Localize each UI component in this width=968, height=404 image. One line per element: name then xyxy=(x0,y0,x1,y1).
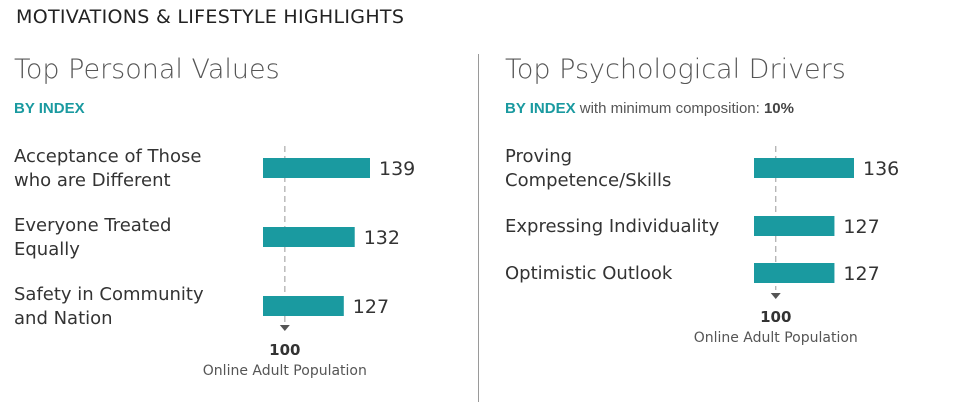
personal-values-panel: Top Personal Values BY INDEX 139 Acceptan… xyxy=(0,0,470,404)
category-label-line: Everyone Treated xyxy=(14,215,171,236)
subtitle-index: BY INDEX xyxy=(505,100,576,117)
panel-divider xyxy=(478,54,479,402)
category-label: Safety in Community and Nation xyxy=(14,284,204,329)
value-label: 127 xyxy=(353,296,389,318)
panel-subtitle: BY INDEX xyxy=(14,100,85,117)
category-label-line: Proving xyxy=(505,146,572,167)
personal-values-chart: 139 Acceptance of Those who are Different 1… xyxy=(14,146,415,379)
category-label-line: Expressing Individuality xyxy=(505,216,720,237)
category-label-line: and Nation xyxy=(14,308,113,329)
bar xyxy=(263,296,344,316)
baseline-value: 100 xyxy=(269,341,300,359)
value-label: 136 xyxy=(863,158,899,180)
subtitle-percent: 10% xyxy=(763,100,794,117)
value-label: 139 xyxy=(379,158,415,180)
category-label-line: Safety in Community xyxy=(14,284,204,305)
panel-title: Top Personal Values xyxy=(14,54,280,85)
category-label-line: Competence/Skills xyxy=(505,170,671,191)
bar xyxy=(263,227,355,247)
psychological-drivers-panel: Top Psychological Drivers BY INDEX with … xyxy=(491,0,961,404)
subtitle-text: with minimum composition: xyxy=(575,100,764,117)
category-label-line: who are Different xyxy=(14,170,171,191)
category-label: Acceptance of Those who are Different xyxy=(14,146,201,191)
baseline-marker-icon xyxy=(770,293,781,299)
baseline-value: 100 xyxy=(760,308,791,326)
value-label: 127 xyxy=(843,263,879,285)
baseline-label: Online Adult Population xyxy=(203,363,367,379)
category-label-line: Optimistic Outlook xyxy=(505,263,673,284)
bar xyxy=(754,216,835,236)
category-label: Expressing Individuality xyxy=(505,216,720,237)
baseline-marker-icon xyxy=(279,325,290,331)
bar xyxy=(754,263,835,283)
value-label: 127 xyxy=(843,216,879,238)
page-header: MOTIVATIONS & LIFESTYLE HIGHLIGHTS xyxy=(16,6,405,28)
category-label-line: Acceptance of Those xyxy=(14,146,201,167)
bar xyxy=(754,158,854,178)
psychological-drivers-chart: 136 Proving Competence/Skills 127 Expressing… xyxy=(505,146,899,346)
category-label: Proving Competence/Skills xyxy=(505,146,671,191)
value-label: 132 xyxy=(364,227,400,249)
category-label: Optimistic Outlook xyxy=(505,263,673,284)
baseline-label: Online Adult Population xyxy=(694,330,858,346)
category-label: Everyone Treated Equally xyxy=(14,215,171,260)
subtitle-index: BY INDEX xyxy=(14,100,85,117)
panel-title: Top Psychological Drivers xyxy=(505,54,846,85)
bar xyxy=(263,158,370,178)
category-label-line: Equally xyxy=(14,239,80,260)
panel-subtitle: BY INDEX with minimum composition: 10% xyxy=(505,100,794,117)
